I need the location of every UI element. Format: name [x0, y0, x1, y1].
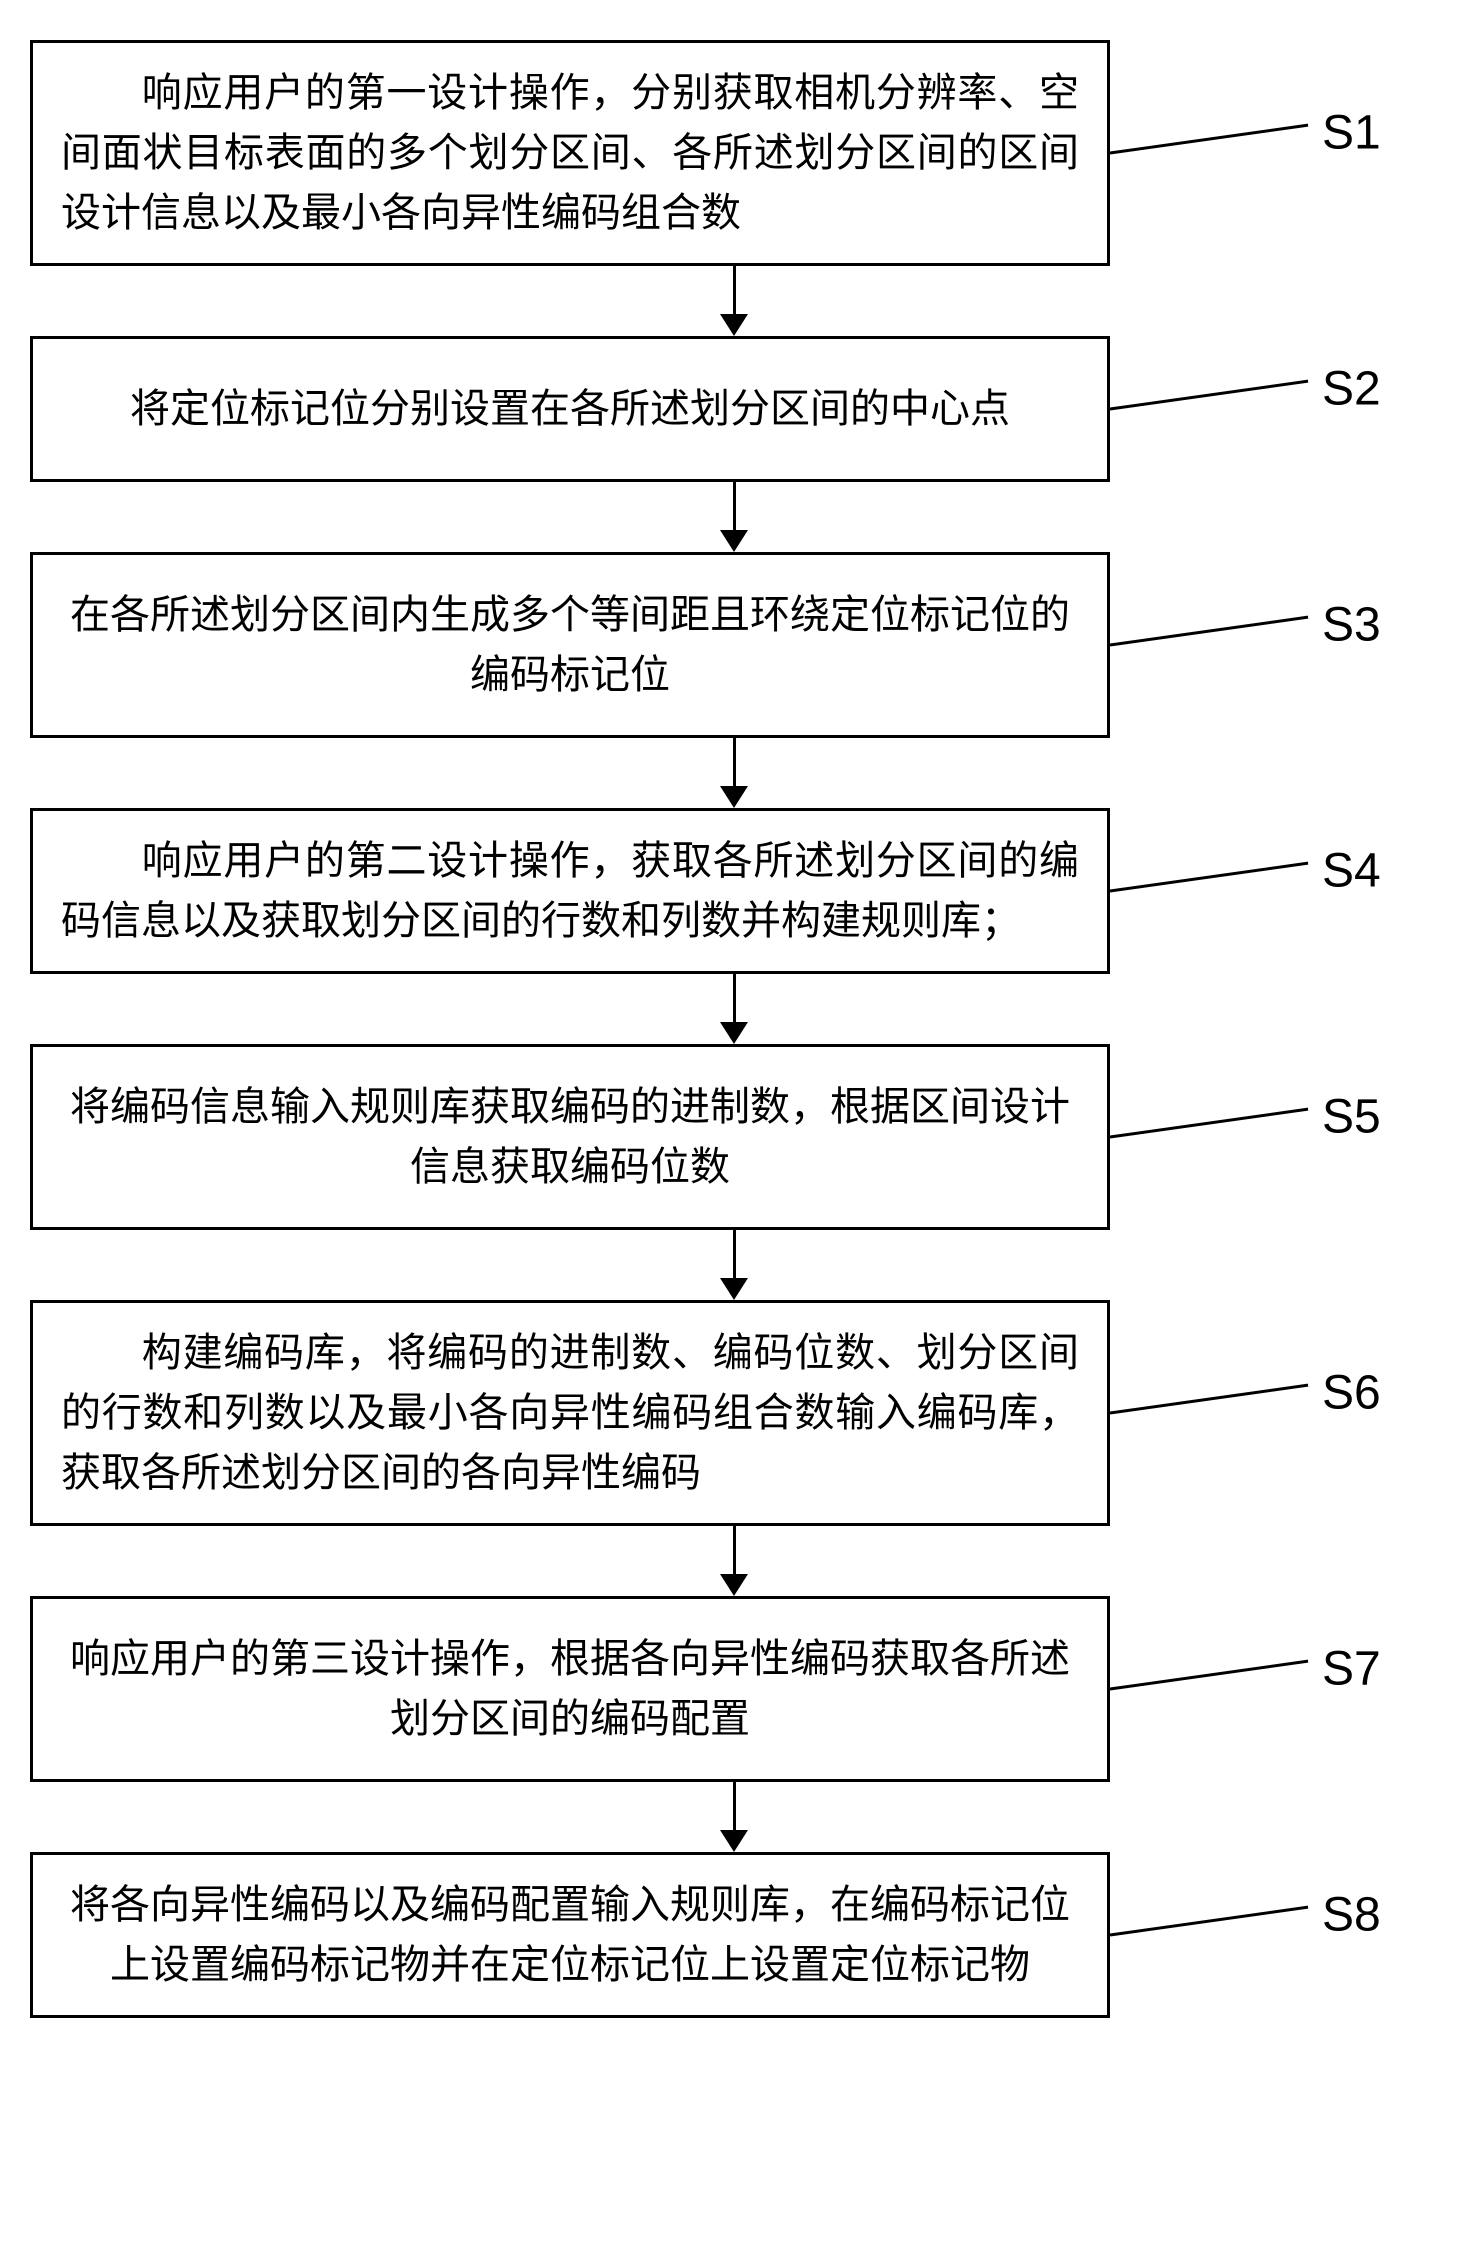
step-label-s7: S7	[1322, 1642, 1381, 1697]
connector-line	[1110, 616, 1308, 647]
step-box-s2: 将定位标记位分别设置在各所述划分区间的中心点	[30, 336, 1110, 482]
step-text-s1: 响应用户的第一设计操作，分别获取相机分辨率、空间面状目标表面的多个划分区间、各所…	[61, 71, 1079, 235]
connector-s8: S8	[1110, 1908, 1381, 1963]
connector-line	[1110, 1108, 1308, 1139]
step-text-s5: 将编码信息输入规则库获取编码的进制数，根据区间设计信息获取编码位数	[70, 1085, 1070, 1189]
connector-s1: S1	[1110, 126, 1381, 181]
arrow-2-3	[194, 482, 1274, 552]
arrow	[720, 1782, 748, 1852]
connector-line	[1110, 862, 1308, 893]
step-label-s2: S2	[1322, 362, 1381, 417]
step-label-s4: S4	[1322, 844, 1381, 899]
connector-s2: S2	[1110, 382, 1381, 437]
arrow-head-icon	[720, 1574, 748, 1596]
step-box-s3: 在各所述划分区间内生成多个等间距且环绕定位标记位的编码标记位	[30, 552, 1110, 738]
connector-line	[1110, 124, 1308, 155]
arrow-head-icon	[720, 786, 748, 808]
step-text-s2: 将定位标记位分别设置在各所述划分区间的中心点	[130, 387, 1010, 431]
connector-line	[1110, 1906, 1308, 1937]
arrow-line	[733, 482, 736, 530]
step-row-s8: 将各向异性编码以及编码配置输入规则库，在编码标记位上设置编码标记物并在定位标记位…	[30, 1852, 1438, 2018]
connector-line	[1110, 1660, 1308, 1691]
arrow	[720, 1526, 748, 1596]
arrow-head-icon	[720, 1830, 748, 1852]
step-box-s1: 响应用户的第一设计操作，分别获取相机分辨率、空间面状目标表面的多个划分区间、各所…	[30, 40, 1110, 266]
step-row-s7: 响应用户的第三设计操作，根据各向异性编码获取各所述划分区间的编码配置 S7	[30, 1596, 1438, 1782]
arrow-line	[733, 266, 736, 314]
arrow	[720, 1230, 748, 1300]
arrow	[720, 266, 748, 336]
arrow	[720, 738, 748, 808]
step-box-s7: 响应用户的第三设计操作，根据各向异性编码获取各所述划分区间的编码配置	[30, 1596, 1110, 1782]
connector-s6: S6	[1110, 1386, 1381, 1441]
arrow-7-8	[194, 1782, 1274, 1852]
connector-line	[1110, 1384, 1308, 1415]
arrow-line	[733, 974, 736, 1022]
step-label-s8: S8	[1322, 1888, 1381, 1943]
step-text-s7: 响应用户的第三设计操作，根据各向异性编码获取各所述划分区间的编码配置	[70, 1637, 1070, 1741]
connector-line	[1110, 380, 1308, 411]
step-label-s6: S6	[1322, 1366, 1381, 1421]
step-text-s6: 构建编码库，将编码的进制数、编码位数、划分区间的行数和列数以及最小各向异性编码组…	[61, 1331, 1079, 1495]
arrow-line	[733, 1782, 736, 1830]
arrow-3-4	[194, 738, 1274, 808]
step-row-s6: 构建编码库，将编码的进制数、编码位数、划分区间的行数和列数以及最小各向异性编码组…	[30, 1300, 1438, 1526]
step-row-s3: 在各所述划分区间内生成多个等间距且环绕定位标记位的编码标记位 S3	[30, 552, 1438, 738]
step-box-s8: 将各向异性编码以及编码配置输入规则库，在编码标记位上设置编码标记物并在定位标记位…	[30, 1852, 1110, 2018]
step-box-s5: 将编码信息输入规则库获取编码的进制数，根据区间设计信息获取编码位数	[30, 1044, 1110, 1230]
connector-s5: S5	[1110, 1110, 1381, 1165]
connector-s7: S7	[1110, 1662, 1381, 1717]
step-row-s4: 响应用户的第二设计操作，获取各所述划分区间的编码信息以及获取划分区间的行数和列数…	[30, 808, 1438, 974]
arrow-6-7	[194, 1526, 1274, 1596]
arrow-line	[733, 1526, 736, 1574]
connector-s3: S3	[1110, 618, 1381, 673]
step-text-s4: 响应用户的第二设计操作，获取各所述划分区间的编码信息以及获取划分区间的行数和列数…	[61, 839, 1079, 943]
flowchart-container: 响应用户的第一设计操作，分别获取相机分辨率、空间面状目标表面的多个划分区间、各所…	[30, 40, 1438, 2018]
arrow-4-5	[194, 974, 1274, 1044]
step-text-s8: 将各向异性编码以及编码配置输入规则库，在编码标记位上设置编码标记物并在定位标记位…	[70, 1883, 1070, 1987]
step-row-s1: 响应用户的第一设计操作，分别获取相机分辨率、空间面状目标表面的多个划分区间、各所…	[30, 40, 1438, 266]
step-label-s1: S1	[1322, 106, 1381, 161]
arrow-head-icon	[720, 314, 748, 336]
arrow	[720, 974, 748, 1044]
step-row-s5: 将编码信息输入规则库获取编码的进制数，根据区间设计信息获取编码位数 S5	[30, 1044, 1438, 1230]
arrow-head-icon	[720, 1278, 748, 1300]
arrow-line	[733, 1230, 736, 1278]
step-text-s3: 在各所述划分区间内生成多个等间距且环绕定位标记位的编码标记位	[70, 593, 1070, 697]
step-box-s6: 构建编码库，将编码的进制数、编码位数、划分区间的行数和列数以及最小各向异性编码组…	[30, 1300, 1110, 1526]
arrow-5-6	[194, 1230, 1274, 1300]
step-label-s3: S3	[1322, 598, 1381, 653]
step-box-s4: 响应用户的第二设计操作，获取各所述划分区间的编码信息以及获取划分区间的行数和列数…	[30, 808, 1110, 974]
connector-s4: S4	[1110, 864, 1381, 919]
arrow-1-2	[194, 266, 1274, 336]
arrow-head-icon	[720, 530, 748, 552]
arrow-line	[733, 738, 736, 786]
step-label-s5: S5	[1322, 1090, 1381, 1145]
step-row-s2: 将定位标记位分别设置在各所述划分区间的中心点 S2	[30, 336, 1438, 482]
arrow-head-icon	[720, 1022, 748, 1044]
arrow	[720, 482, 748, 552]
